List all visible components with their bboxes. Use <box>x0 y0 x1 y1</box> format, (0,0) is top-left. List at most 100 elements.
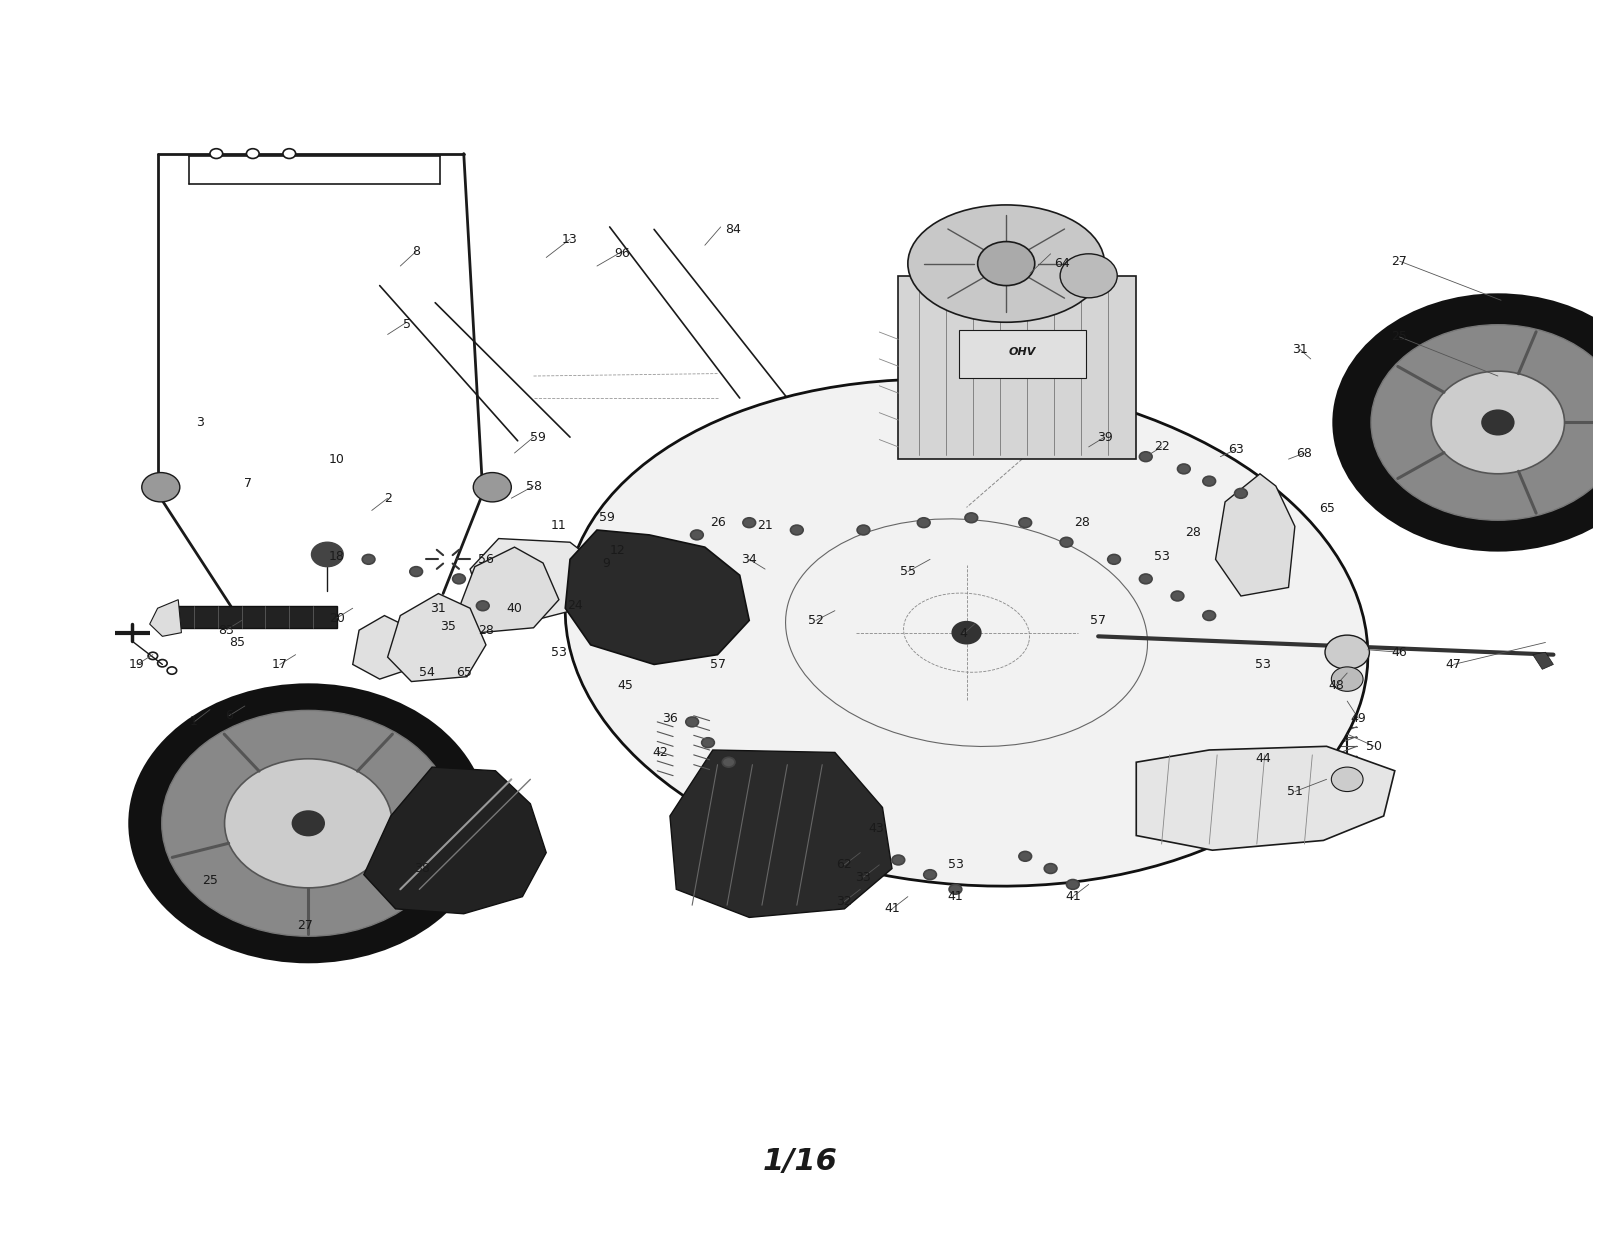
Text: 32: 32 <box>837 895 853 908</box>
Text: 17: 17 <box>272 658 288 671</box>
Circle shape <box>224 759 392 887</box>
Circle shape <box>210 148 222 158</box>
Circle shape <box>1482 410 1514 435</box>
Text: 68: 68 <box>1296 446 1312 460</box>
Text: 21: 21 <box>757 519 773 531</box>
Text: 18: 18 <box>330 550 344 564</box>
Text: 4: 4 <box>960 628 968 640</box>
Polygon shape <box>470 539 602 620</box>
Text: 58: 58 <box>525 480 541 492</box>
Circle shape <box>410 566 422 576</box>
Circle shape <box>362 555 374 564</box>
Circle shape <box>1061 538 1074 548</box>
Text: 49: 49 <box>1350 712 1366 724</box>
Text: 51: 51 <box>1286 785 1302 798</box>
Text: 53: 53 <box>1154 550 1170 564</box>
Text: 3: 3 <box>197 417 205 429</box>
Circle shape <box>1139 574 1152 583</box>
Circle shape <box>1019 518 1032 528</box>
Circle shape <box>1067 880 1078 890</box>
Circle shape <box>1203 611 1216 620</box>
Text: 11: 11 <box>550 519 566 531</box>
Circle shape <box>1331 768 1363 791</box>
Text: 57: 57 <box>709 658 725 671</box>
Text: 22: 22 <box>1154 440 1170 454</box>
Text: 39: 39 <box>1096 430 1112 444</box>
Circle shape <box>283 148 296 158</box>
Circle shape <box>691 530 704 540</box>
Text: 9: 9 <box>603 556 611 570</box>
Circle shape <box>246 148 259 158</box>
Circle shape <box>1019 852 1032 861</box>
Text: 55: 55 <box>899 565 915 578</box>
Circle shape <box>1178 464 1190 473</box>
Polygon shape <box>178 606 338 628</box>
Text: 63: 63 <box>1229 442 1245 456</box>
Circle shape <box>1139 452 1152 461</box>
Text: 47: 47 <box>1445 658 1461 671</box>
Text: 28: 28 <box>1186 527 1202 539</box>
Text: 38: 38 <box>414 861 430 875</box>
Circle shape <box>312 543 342 566</box>
Polygon shape <box>1216 473 1294 596</box>
Polygon shape <box>459 548 558 633</box>
Polygon shape <box>363 768 546 913</box>
Circle shape <box>1331 667 1363 691</box>
Text: 31: 31 <box>1291 342 1307 356</box>
Text: 48: 48 <box>1328 679 1344 692</box>
Circle shape <box>742 518 755 528</box>
Text: 43: 43 <box>869 822 885 834</box>
Text: 41: 41 <box>1066 890 1080 904</box>
Circle shape <box>1045 864 1058 874</box>
Text: 41: 41 <box>885 902 899 916</box>
Ellipse shape <box>565 379 1368 886</box>
Circle shape <box>1235 488 1248 498</box>
Text: 85: 85 <box>229 637 245 649</box>
Text: 54: 54 <box>419 666 435 680</box>
Text: 13: 13 <box>562 232 578 246</box>
Circle shape <box>453 574 466 583</box>
Text: 64: 64 <box>1054 257 1069 271</box>
Text: 65: 65 <box>456 666 472 680</box>
Circle shape <box>891 855 904 865</box>
Text: 65: 65 <box>1318 502 1334 514</box>
Circle shape <box>1171 591 1184 601</box>
Circle shape <box>134 688 483 958</box>
Text: 44: 44 <box>1256 751 1270 765</box>
Text: 6: 6 <box>226 709 234 722</box>
Text: 28: 28 <box>1074 517 1090 529</box>
Text: 83: 83 <box>218 624 234 637</box>
Text: 42: 42 <box>653 747 669 759</box>
Circle shape <box>1107 555 1120 564</box>
Circle shape <box>293 811 325 836</box>
Polygon shape <box>387 593 486 681</box>
Polygon shape <box>670 750 891 917</box>
Circle shape <box>477 601 490 611</box>
Text: 36: 36 <box>662 712 678 724</box>
Text: 20: 20 <box>330 612 344 624</box>
Circle shape <box>858 525 870 535</box>
Text: 2: 2 <box>384 492 392 504</box>
Circle shape <box>978 241 1035 286</box>
Text: 35: 35 <box>440 620 456 633</box>
Text: 1: 1 <box>190 716 198 728</box>
Polygon shape <box>898 276 1136 459</box>
Text: 27: 27 <box>298 920 314 932</box>
Circle shape <box>952 622 981 644</box>
Text: 33: 33 <box>856 870 872 884</box>
Text: 10: 10 <box>330 452 344 466</box>
Text: 84: 84 <box>725 222 741 236</box>
Text: 53: 53 <box>550 645 566 659</box>
Circle shape <box>1339 300 1600 545</box>
Polygon shape <box>150 599 181 637</box>
Text: 41: 41 <box>947 890 963 904</box>
Text: 40: 40 <box>507 602 523 614</box>
Text: 96: 96 <box>614 247 630 261</box>
Text: 52: 52 <box>808 614 824 627</box>
Text: 31: 31 <box>430 602 446 614</box>
Polygon shape <box>1136 747 1395 850</box>
Circle shape <box>722 758 734 768</box>
Circle shape <box>474 472 512 502</box>
Circle shape <box>790 525 803 535</box>
Circle shape <box>1203 476 1216 486</box>
